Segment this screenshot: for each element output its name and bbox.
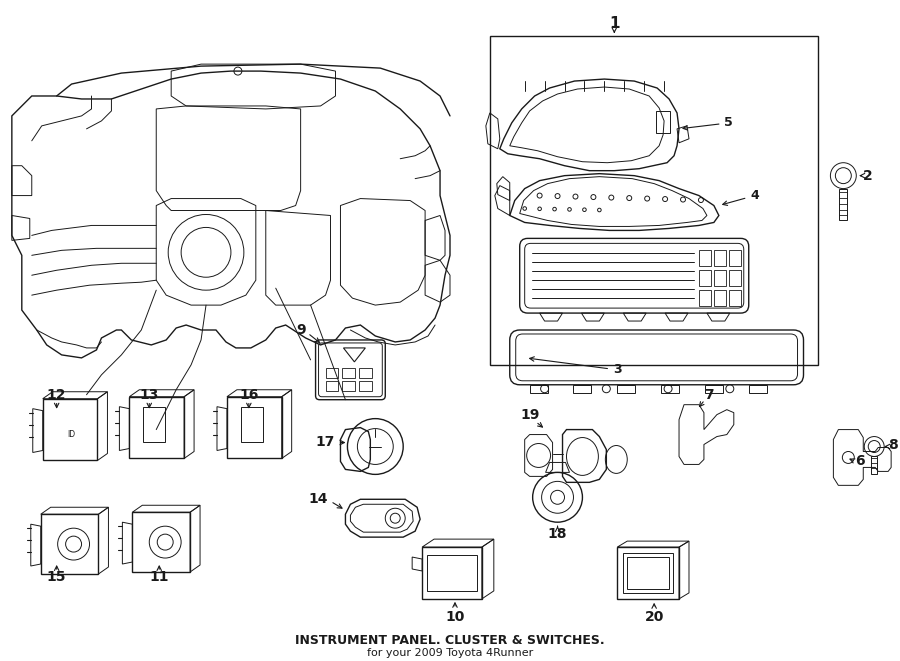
Bar: [130, 397, 184, 459]
Text: 7: 7: [704, 388, 714, 402]
Bar: [714, 251, 725, 266]
Bar: [326, 381, 338, 391]
Bar: [871, 457, 877, 475]
Text: for your 2009 Toyota 4Runner: for your 2009 Toyota 4Runner: [367, 648, 533, 658]
Bar: [40, 514, 98, 574]
Bar: [714, 270, 725, 286]
Text: 4: 4: [723, 189, 759, 206]
Text: 1: 1: [609, 16, 619, 31]
Bar: [617, 385, 635, 393]
Text: 15: 15: [47, 570, 67, 584]
Bar: [573, 385, 591, 393]
Text: 17: 17: [316, 434, 335, 449]
Bar: [490, 36, 818, 365]
Text: INSTRUMENT PANEL. CLUSTER & SWITCHES.: INSTRUMENT PANEL. CLUSTER & SWITCHES.: [295, 634, 605, 647]
Text: 5: 5: [683, 116, 734, 130]
Text: 6: 6: [856, 455, 865, 469]
Bar: [241, 407, 263, 442]
Bar: [326, 368, 338, 378]
Bar: [729, 251, 741, 266]
Text: 16: 16: [239, 388, 258, 402]
Text: 13: 13: [140, 388, 159, 402]
Bar: [699, 290, 711, 306]
Bar: [42, 399, 97, 461]
Bar: [132, 512, 190, 572]
Text: 2: 2: [863, 169, 873, 182]
Bar: [662, 385, 679, 393]
Text: 12: 12: [47, 388, 67, 402]
Bar: [705, 385, 723, 393]
Bar: [699, 270, 711, 286]
Text: 9: 9: [296, 323, 305, 337]
Bar: [343, 381, 356, 391]
Text: 8: 8: [888, 438, 898, 451]
Text: 19: 19: [520, 408, 539, 422]
Text: 10: 10: [446, 610, 464, 624]
Bar: [343, 368, 356, 378]
Bar: [840, 188, 847, 221]
Bar: [624, 553, 673, 593]
Bar: [699, 251, 711, 266]
Text: ID: ID: [68, 430, 76, 439]
Bar: [143, 407, 166, 442]
Bar: [530, 385, 547, 393]
Bar: [729, 290, 741, 306]
Text: 20: 20: [644, 610, 664, 624]
Bar: [359, 368, 373, 378]
Bar: [729, 270, 741, 286]
Bar: [359, 381, 373, 391]
Bar: [227, 397, 282, 459]
Bar: [627, 557, 669, 589]
Text: 11: 11: [149, 570, 169, 584]
Text: 18: 18: [548, 527, 567, 541]
Bar: [714, 290, 725, 306]
Text: 14: 14: [309, 492, 328, 506]
Bar: [428, 555, 477, 591]
Bar: [656, 111, 670, 133]
Bar: [749, 385, 767, 393]
Text: 3: 3: [530, 357, 622, 376]
